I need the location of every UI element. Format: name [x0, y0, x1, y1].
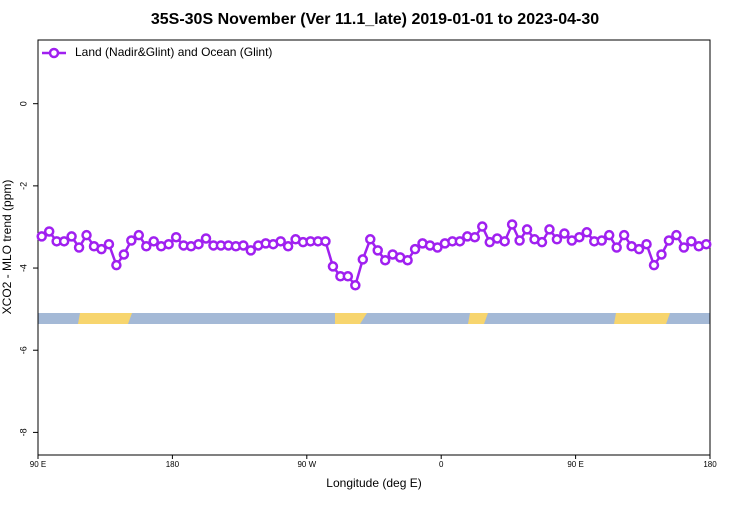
data-point	[36, 231, 47, 242]
data-point	[365, 234, 376, 245]
data-point	[320, 236, 331, 247]
data-point	[499, 236, 510, 247]
data-point	[678, 242, 690, 253]
data-point	[686, 236, 697, 247]
data-point	[58, 236, 70, 247]
y-tick-label: 0	[18, 101, 28, 106]
data-point	[402, 254, 413, 266]
data-point	[506, 219, 518, 230]
data-point	[73, 242, 85, 253]
data-point	[596, 235, 607, 246]
x-tick-label: 90 W	[297, 460, 316, 469]
data-point	[581, 227, 593, 238]
x-tick-label: 90 E	[567, 460, 583, 469]
x-tick-label: 90 E	[30, 460, 46, 469]
legend-marker	[48, 47, 60, 59]
x-tick-label: 180	[166, 460, 180, 469]
data-point	[454, 236, 466, 247]
data-point	[81, 229, 92, 241]
data-point	[111, 259, 122, 271]
data-point	[148, 236, 159, 247]
x-tick-label: 0	[439, 460, 444, 469]
data-point	[96, 243, 107, 255]
x-tick-label: 180	[703, 460, 717, 469]
data-point	[551, 234, 563, 245]
data-point	[559, 228, 570, 239]
data-point	[648, 259, 660, 271]
data-point	[671, 229, 682, 241]
data-point	[350, 280, 361, 291]
data-point	[379, 254, 391, 266]
data-point	[238, 240, 249, 251]
data-point	[118, 249, 130, 260]
data-point	[103, 238, 115, 250]
data-point	[477, 221, 488, 232]
data-point	[432, 242, 443, 253]
data-point	[170, 231, 182, 243]
data-point	[342, 271, 354, 282]
y-tick-label: -2	[18, 182, 28, 190]
data-point	[357, 254, 369, 265]
data-point	[126, 235, 137, 246]
data-point	[514, 235, 525, 246]
y-tick-label: -4	[18, 264, 28, 272]
data-point	[282, 241, 294, 252]
data-point	[544, 224, 555, 235]
data-point	[469, 231, 481, 243]
data-point	[193, 238, 204, 250]
data-point	[701, 238, 712, 250]
data-point	[536, 236, 548, 248]
data-point	[574, 231, 585, 243]
x-axis-label: Longitude (deg E)	[326, 476, 421, 490]
y-axis-label: XCO2 - MLO trend (ppm)	[0, 180, 14, 315]
data-point	[200, 233, 212, 244]
data-point	[409, 243, 421, 255]
data-point	[141, 241, 152, 252]
data-point	[633, 243, 645, 255]
data-point	[656, 249, 667, 260]
data-point	[245, 245, 257, 256]
data-point	[163, 238, 174, 250]
data-point	[603, 229, 615, 241]
y-tick-label: -6	[18, 346, 28, 354]
data-point	[611, 242, 622, 253]
data-point	[43, 226, 55, 237]
data-point	[372, 245, 383, 256]
data-point	[618, 229, 630, 241]
data-point	[275, 236, 286, 247]
legend-label: Land (Nadir&Glint) and Ocean (Glint)	[75, 45, 272, 59]
data-point	[663, 235, 675, 246]
chart-title: 35S-30S November (Ver 11.1_late) 2019-01…	[151, 11, 599, 28]
data-point	[327, 261, 339, 272]
y-tick-label: -8	[18, 428, 28, 436]
data-point	[641, 238, 652, 250]
data-point	[66, 231, 77, 242]
data-point	[521, 224, 533, 235]
data-point	[133, 229, 145, 241]
land-ocean-strip	[38, 313, 710, 324]
